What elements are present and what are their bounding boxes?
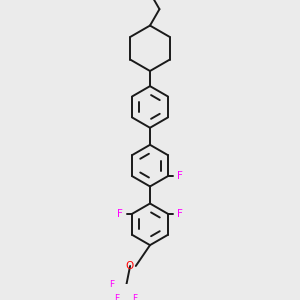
Text: O: O xyxy=(126,261,134,271)
Text: F: F xyxy=(117,209,122,219)
Text: F: F xyxy=(114,294,119,300)
Text: F: F xyxy=(132,294,137,300)
Text: F: F xyxy=(178,209,183,219)
Text: F: F xyxy=(178,171,183,181)
Text: F: F xyxy=(109,280,114,290)
